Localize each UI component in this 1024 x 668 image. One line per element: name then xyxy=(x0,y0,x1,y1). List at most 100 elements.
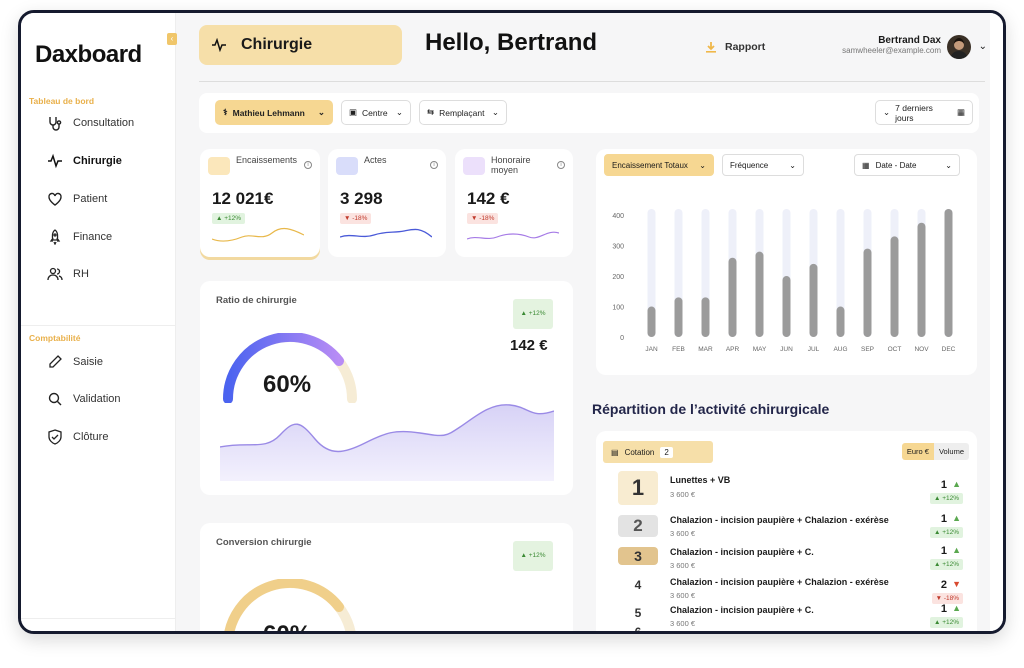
avatar[interactable] xyxy=(947,35,971,59)
trend-value: +12% xyxy=(224,215,242,222)
bar[interactable] xyxy=(782,276,791,337)
cotation-filter[interactable]: ▤ Cotation 2 xyxy=(603,441,713,463)
toggle-euro[interactable]: Euro € xyxy=(901,443,934,460)
sidebar-item-finance[interactable]: Finance xyxy=(47,228,112,246)
download-icon xyxy=(706,42,716,53)
kpi-label: Honoraire moyen xyxy=(491,155,531,175)
list-item[interactable]: 2 Chalazion - incision paupière + Chalaz… xyxy=(596,513,977,545)
sidebar-item-label: Patient xyxy=(73,193,108,205)
list-item[interactable]: 4 Chalazion - incision paupière + Chalaz… xyxy=(596,577,977,605)
info-icon[interactable]: i xyxy=(430,161,438,169)
filter-bar: ⚕ Mathieu Lehmann ⌄ ▣ Centre ⌄ ⇆ Remplaç… xyxy=(199,93,979,133)
kpi-label: Actes xyxy=(364,155,387,165)
sidebar-item-consultation[interactable]: Consultation xyxy=(47,114,134,132)
report-button[interactable]: Rapport xyxy=(705,41,765,53)
x-tick-label: OCT xyxy=(888,346,902,353)
bar[interactable] xyxy=(863,248,872,337)
document-icon: ▤ xyxy=(611,447,619,457)
building-icon: ▣ xyxy=(349,107,358,117)
kpi-card-encaissements[interactable]: Encaissements i 12 021€ ▲ +12% xyxy=(200,149,320,257)
bar-track xyxy=(836,209,845,337)
chevron-down-icon: ⌄ xyxy=(491,107,499,117)
chevron-down-icon: ⌄ xyxy=(699,160,706,170)
sidebar-item-patient[interactable]: Patient xyxy=(47,190,107,208)
divider xyxy=(199,81,985,82)
list-item[interactable]: 3 Chalazion - incision paupière + C. 3 6… xyxy=(596,545,977,575)
trend-value: +12% xyxy=(942,561,959,568)
ratio-amount: 142 € xyxy=(510,337,548,354)
bar[interactable] xyxy=(890,236,899,337)
sidebar-item-label: Finance xyxy=(73,231,113,243)
bar[interactable] xyxy=(836,306,845,337)
list-item[interactable]: 1 Lunettes + VB 3 600 € 1 ▲ ▲ +12% xyxy=(596,471,977,509)
rank-badge: 6 xyxy=(634,625,642,634)
sidebar-item-chirurgie[interactable]: Chirurgie xyxy=(47,152,122,170)
sidebar-item-saisie[interactable]: Saisie xyxy=(47,353,103,371)
toggle-volume[interactable]: Volume xyxy=(933,443,969,460)
sidebar: Daxboard ‹ Tableau de bord Consultation … xyxy=(21,13,177,631)
unit-toggle: Euro € Volume xyxy=(901,443,969,460)
y-tick-label: 100 xyxy=(612,305,624,312)
sidebar-item-label: Clôture xyxy=(73,431,109,443)
kpi-card-actes[interactable]: Actes i 3 298 ▼ -18% xyxy=(328,149,446,257)
bar[interactable] xyxy=(728,257,737,337)
list-item[interactable]: 5 Chalazion - incision paupière + C. 3 6… xyxy=(596,603,977,631)
pulse-icon xyxy=(48,153,62,169)
collapse-sidebar-button[interactable]: ‹ xyxy=(167,33,177,45)
bar[interactable] xyxy=(917,222,926,337)
kpi-card-honoraire[interactable]: Honoraire moyen i 142 € ▼ -18% xyxy=(455,149,573,257)
sidebar-item-label: Consultation xyxy=(73,117,135,129)
period-select-label: 7 derniers jours xyxy=(895,102,933,123)
bar[interactable] xyxy=(755,251,764,337)
list-item[interactable]: 6 xyxy=(596,625,977,634)
trend-value: -18% xyxy=(479,215,495,222)
trend-badge: ▲ +12% xyxy=(929,527,963,538)
trend-badge: ▲ +12% xyxy=(212,213,246,224)
bar[interactable] xyxy=(674,297,683,337)
bar[interactable] xyxy=(647,306,656,337)
procedure-name: Chalazion - incision paupière + C. xyxy=(670,605,814,615)
sidebar-item-rh[interactable]: RH xyxy=(47,265,89,283)
x-tick-label: JAN xyxy=(645,346,658,353)
trend-badge: ▼ -18% xyxy=(467,213,499,224)
center-select[interactable]: ▣ Centre ⌄ xyxy=(341,100,411,125)
arrow-up-icon: ▲ xyxy=(952,513,961,523)
repartition-title: Répartition de l’activité chirurgicale xyxy=(592,401,830,417)
sidebar-item-cloture[interactable]: Clôture xyxy=(47,428,108,446)
report-label: Rapport xyxy=(725,41,766,53)
sparkline xyxy=(212,227,304,242)
bar[interactable] xyxy=(809,263,818,337)
x-tick-label: SEP xyxy=(861,346,874,353)
y-tick-label: 0 xyxy=(620,335,624,342)
bar[interactable] xyxy=(701,297,710,337)
sidebar-item-validation[interactable]: Validation xyxy=(47,390,121,408)
info-icon[interactable]: i xyxy=(304,161,312,169)
y-tick-label: 200 xyxy=(612,274,624,281)
info-icon[interactable]: i xyxy=(557,161,565,169)
user-menu-chevron-icon[interactable]: ⌄ xyxy=(978,41,987,52)
sidebar-item-label: Validation xyxy=(73,393,121,405)
procedure-amount: 3 600 € xyxy=(670,591,696,600)
procedure-name: Chalazion - incision paupière + C. xyxy=(670,547,814,557)
x-tick-label: MAY xyxy=(753,346,767,353)
frequency-select[interactable]: Fréquence ⌄ xyxy=(722,154,804,176)
frequency-select-label: Fréquence xyxy=(730,160,769,170)
sparkline xyxy=(467,231,559,240)
doctor-select[interactable]: ⚕ Mathieu Lehmann ⌄ xyxy=(215,100,333,125)
x-tick-label: JUL xyxy=(808,346,820,353)
bar[interactable] xyxy=(944,209,953,337)
date-range-select[interactable]: ▦ Date - Date ⌄ xyxy=(854,154,960,176)
rank-badge: 1 xyxy=(618,471,658,505)
period-select[interactable]: ⌄ 7 derniers jours ▦ xyxy=(875,100,973,125)
pulse-icon xyxy=(212,38,226,52)
user-email: samwheeler@example.com xyxy=(842,46,941,55)
replacement-select[interactable]: ⇆ Remplaçant ⌄ xyxy=(419,100,507,125)
conversion-percent: 60% xyxy=(263,621,311,631)
rank-badge: 4 xyxy=(634,578,642,592)
sidebar-item-label: Chirurgie xyxy=(73,155,122,167)
repartition-card: ▤ Cotation 2 Euro € Volume 1 Lunettes + … xyxy=(596,431,977,634)
metric-select-label: Encaissement Totaux xyxy=(612,160,688,170)
procedure-amount: 3 600 € xyxy=(670,619,696,628)
ratio-gauge xyxy=(223,333,357,403)
metric-select[interactable]: Encaissement Totaux ⌄ xyxy=(604,154,714,176)
